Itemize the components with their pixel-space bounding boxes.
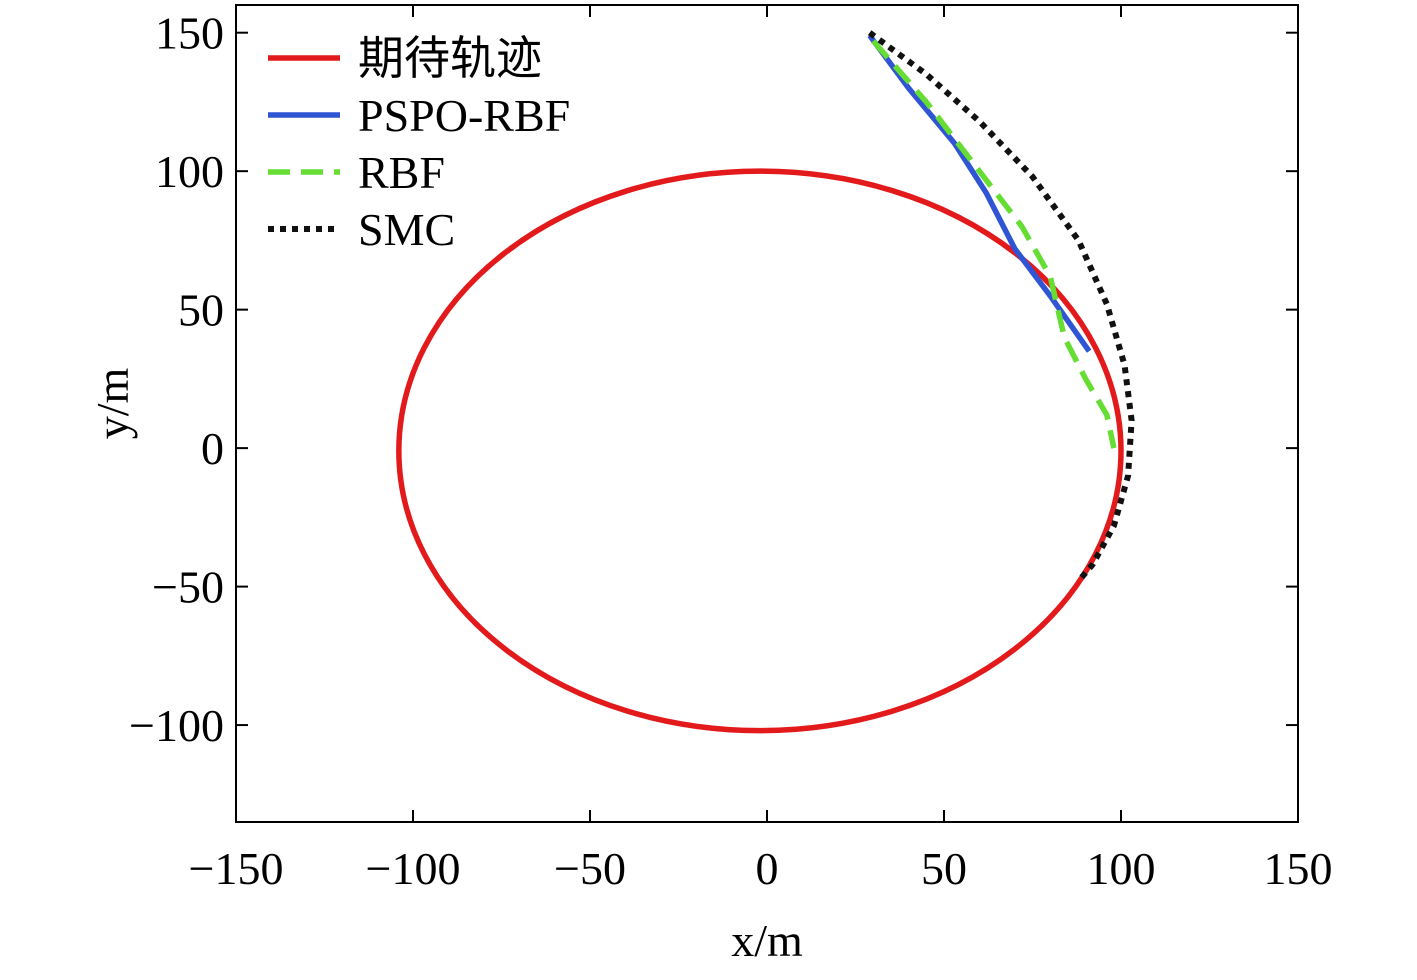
x-tick-label: 50 — [921, 843, 967, 894]
y-axis-label: y/m — [87, 368, 138, 440]
series-group — [396, 30, 1135, 734]
x-tick-label: −50 — [554, 843, 626, 894]
y-tick-label: 150 — [155, 8, 224, 59]
x-tick-label: 0 — [756, 843, 779, 894]
y-tick-label: 0 — [201, 423, 224, 474]
ticks: −150 −100 −50 0 50 100 150 −100 −50 0 50 100 150 — [129, 5, 1333, 894]
legend-label: 期待轨迹 — [358, 33, 542, 84]
y-tick-label: 100 — [155, 146, 224, 197]
y-tick-label: −100 — [129, 700, 224, 751]
x-tick-label: −100 — [366, 843, 461, 894]
series-line-desired-trajectory — [396, 168, 1124, 734]
x-tick-label: 100 — [1087, 843, 1156, 894]
legend-label: SMC — [358, 204, 455, 255]
series-line-pspo-rbf — [867, 33, 1092, 353]
x-tick-label: 150 — [1264, 843, 1333, 894]
x-tick-label: −150 — [189, 843, 284, 894]
y-tick-label: 50 — [178, 285, 224, 336]
legend-label: RBF — [358, 147, 445, 198]
series-line-rbf — [871, 39, 1117, 449]
y-tick-label: −50 — [152, 562, 224, 613]
x-axis-label: x/m — [731, 915, 803, 966]
legend-label: PSPO-RBF — [358, 90, 570, 141]
series-line-smc — [867, 30, 1135, 584]
legend: 期待轨迹 PSPO-RBF RBF SMC — [268, 33, 570, 255]
